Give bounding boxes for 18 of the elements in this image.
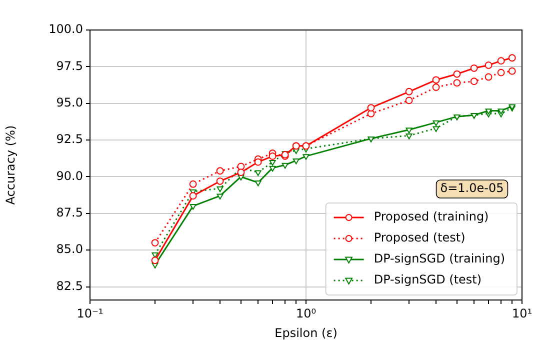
legend-label: DP-signSGD (training) xyxy=(374,252,506,266)
x-tick-label: 10¹ xyxy=(512,306,532,320)
x-tick-label: 10⁻¹ xyxy=(76,306,104,320)
y-tick-label: 90.0 xyxy=(56,168,83,183)
y-tick-label: 97.5 xyxy=(56,58,83,73)
y-axis-title: Accuracy (%) xyxy=(3,125,18,205)
annotation: δ=1.0e-05 xyxy=(440,181,504,196)
y-tick-label: 82.5 xyxy=(56,278,83,293)
y-tick-label: 100.0 xyxy=(48,22,83,36)
y-tick-label: 95.0 xyxy=(56,95,83,110)
legend-label: Proposed (training) xyxy=(374,210,489,224)
legend-label: DP-signSGD (test) xyxy=(374,272,482,287)
y-tick-label: 87.5 xyxy=(56,206,83,220)
x-axis-title: Epsilon (ε) xyxy=(274,326,338,340)
x-tick-label: 10⁰ xyxy=(296,306,316,320)
y-tick-label: 85.0 xyxy=(56,242,83,256)
y-tick-label: 92.5 xyxy=(56,132,83,146)
legend-label: Proposed (test) xyxy=(374,230,466,245)
